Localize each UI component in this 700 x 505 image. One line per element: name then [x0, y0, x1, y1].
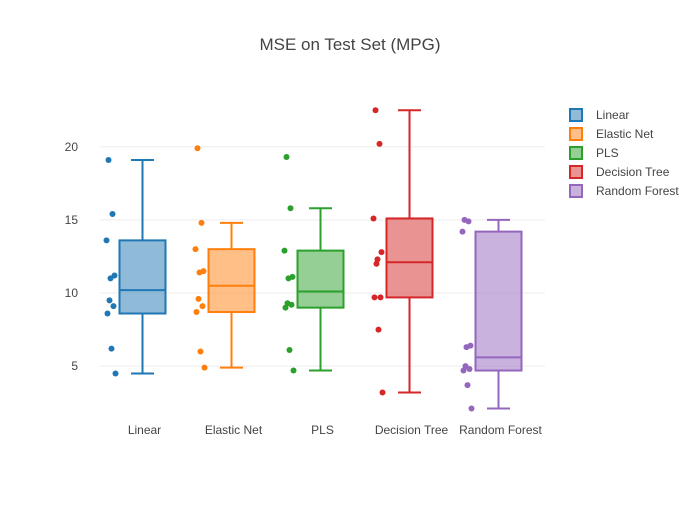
data-point — [281, 247, 288, 254]
x-tick-label: Elastic Net — [205, 423, 263, 437]
legend-item[interactable]: Linear — [569, 108, 629, 122]
legend-swatch — [569, 108, 583, 122]
data-point — [371, 294, 378, 301]
legend-label: Linear — [596, 108, 629, 122]
data-point — [460, 367, 467, 374]
x-tick-label: Decision Tree — [375, 423, 449, 437]
legend-item[interactable]: Decision Tree — [569, 165, 670, 179]
data-point — [107, 275, 114, 282]
data-point — [103, 237, 110, 244]
data-point — [192, 246, 199, 253]
legend-label: Decision Tree — [596, 165, 670, 179]
point-layer — [103, 107, 475, 412]
x-tick-label: Random Forest — [459, 423, 542, 437]
data-point — [105, 156, 112, 163]
x-tick-label: Linear — [128, 423, 161, 437]
legend-label: PLS — [596, 146, 619, 160]
data-point — [288, 301, 295, 308]
data-point — [110, 303, 117, 310]
data-point — [195, 295, 202, 302]
y-tick-label: 20 — [65, 140, 79, 154]
data-point — [104, 310, 111, 317]
data-point — [196, 269, 203, 276]
legend-swatch — [569, 165, 583, 179]
data-point — [466, 366, 473, 373]
data-point — [201, 364, 208, 371]
chart-title: MSE on Test Set (MPG) — [259, 35, 440, 54]
y-tick-label: 10 — [65, 286, 79, 300]
data-point — [379, 389, 386, 396]
iqr-box — [385, 217, 434, 299]
data-point — [376, 140, 383, 147]
data-point — [112, 370, 119, 377]
box-decision-tree — [385, 109, 434, 394]
data-point — [372, 107, 379, 114]
legend-item[interactable]: Random Forest — [569, 184, 679, 198]
data-point — [199, 303, 206, 310]
data-point — [465, 218, 472, 225]
legend-swatch — [569, 127, 583, 141]
data-point — [194, 145, 201, 152]
data-point — [287, 205, 294, 212]
iqr-box — [296, 249, 345, 309]
data-point — [373, 260, 380, 267]
box-random-forest — [474, 218, 523, 410]
iqr-box — [118, 239, 167, 315]
legend[interactable]: Linear Elastic Net PLS Decision Tree Random … — [569, 108, 679, 198]
legend-swatch — [569, 146, 583, 160]
box-elastic-net — [207, 221, 256, 369]
tick-layer: 5 10 15 20 Linear Elastic Net PLS Decision Tree… — [65, 140, 543, 437]
data-point — [283, 154, 290, 161]
data-point — [468, 405, 475, 412]
iqr-box — [207, 248, 256, 314]
legend-label: Random Forest — [596, 184, 679, 198]
data-point — [197, 348, 204, 355]
data-point — [286, 347, 293, 354]
data-point — [282, 304, 289, 311]
data-point — [198, 219, 205, 226]
data-point — [106, 297, 113, 304]
box-linear — [118, 158, 167, 375]
legend-label: Elastic Net — [596, 127, 654, 141]
legend-item[interactable]: PLS — [569, 146, 619, 160]
y-tick-label: 15 — [65, 213, 79, 227]
data-point — [375, 326, 382, 333]
x-tick-label: PLS — [311, 423, 334, 437]
iqr-box — [474, 230, 523, 372]
y-tick-label: 5 — [71, 359, 78, 373]
data-point — [464, 382, 471, 389]
data-point — [109, 211, 116, 218]
legend-item[interactable]: Elastic Net — [569, 127, 654, 141]
data-point — [290, 367, 297, 374]
data-point — [370, 215, 377, 222]
box-layer — [118, 109, 523, 410]
data-point — [377, 294, 384, 301]
legend-swatch — [569, 184, 583, 198]
data-point — [459, 228, 466, 235]
data-point — [285, 275, 292, 282]
data-point — [108, 345, 115, 352]
grid-layer — [100, 146, 545, 367]
data-point — [378, 249, 385, 256]
box-pls — [296, 207, 345, 372]
data-point — [463, 344, 470, 351]
data-point — [193, 309, 200, 316]
